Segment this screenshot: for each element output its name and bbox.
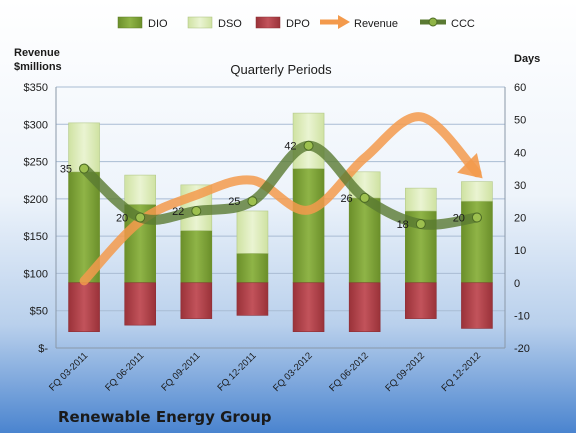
ccc-point[interactable] (247, 196, 258, 207)
right-axis: -20 -10 0 10 20 30 40 50 60 (514, 82, 530, 355)
chart-title: Quarterly Periods (230, 62, 332, 77)
left-tick-label: $350 (24, 82, 48, 94)
bar-dso[interactable] (124, 174, 156, 205)
ccc-line: 35 20 22 25 42 26 18 20 (60, 140, 482, 231)
bar-dpo[interactable] (292, 282, 325, 332)
ccc-point[interactable] (471, 212, 482, 223)
ccc-data-label: 25 (228, 196, 240, 208)
right-tick-label: 0 (514, 278, 520, 290)
bar-dpo[interactable] (68, 282, 100, 332)
legend-label-dio: DIO (148, 18, 168, 30)
left-axis-title-line1: Revenue (14, 47, 60, 59)
bar-dso[interactable] (236, 210, 269, 254)
bar-dpo[interactable] (348, 282, 381, 332)
right-tick-label: 50 (514, 115, 526, 127)
ccc-point[interactable] (415, 219, 426, 230)
arrow-icon (338, 15, 350, 29)
left-tick-label: $300 (24, 119, 48, 131)
bar-dpo[interactable] (180, 282, 213, 319)
legend: DIO DSO DPO Revenue CCC (117, 15, 475, 30)
left-tick-label: $- (38, 343, 48, 355)
left-axis: $- $50 $100 $150 $200 $250 $300 $350 (24, 82, 49, 355)
right-tick-label: 20 (514, 213, 526, 225)
revenue-arrowhead (457, 152, 483, 179)
legend-label-dso: DSO (218, 18, 242, 30)
company-name: Renewable Energy Group (58, 408, 272, 426)
right-axis-title: Days (514, 53, 540, 65)
bar-dio[interactable] (236, 253, 269, 284)
ccc-data-label: 20 (116, 213, 128, 225)
bar-dio[interactable] (348, 197, 381, 284)
bar-dpo[interactable] (236, 282, 269, 316)
ccc-data-label: 20 (453, 213, 465, 225)
ccc-point[interactable] (191, 205, 202, 216)
bar-dso[interactable] (461, 181, 493, 202)
bar-dpo[interactable] (461, 282, 493, 329)
legend-item-ccc[interactable]: CCC (420, 17, 475, 30)
legend-item-dso[interactable]: DSO (187, 16, 242, 30)
marker-icon (428, 17, 438, 27)
legend-label-revenue: Revenue (354, 18, 398, 30)
left-tick-label: $250 (24, 157, 48, 169)
left-tick-label: $200 (24, 194, 48, 206)
bar-dpo[interactable] (124, 282, 156, 326)
right-tick-label: -20 (514, 343, 530, 355)
legend-label-ccc: CCC (451, 18, 475, 30)
legend-item-dio[interactable]: DIO (117, 16, 168, 30)
right-tick-label: 60 (514, 82, 526, 94)
right-tick-label: -10 (514, 310, 530, 322)
bar-dso[interactable] (405, 187, 437, 212)
right-tick-label: 10 (514, 245, 526, 257)
ccc-point[interactable] (359, 192, 370, 203)
ccc-point[interactable] (303, 140, 314, 151)
left-tick-label: $100 (24, 268, 48, 280)
right-tick-label: 30 (514, 180, 526, 192)
bar-dpo[interactable] (405, 282, 437, 319)
left-tick-label: $150 (24, 231, 48, 243)
ccc-data-label: 26 (340, 193, 352, 205)
legend-label-dpo: DPO (286, 18, 310, 30)
bar-dio[interactable] (180, 230, 213, 284)
legend-item-dpo[interactable]: DPO (255, 16, 310, 30)
bar-dio[interactable] (292, 168, 325, 284)
ccc-point[interactable] (135, 212, 146, 223)
ccc-point[interactable] (79, 163, 90, 174)
ccc-data-label: 18 (397, 219, 409, 231)
ccc-data-label: 22 (172, 206, 184, 218)
bars (68, 112, 493, 332)
legend-item-revenue[interactable]: Revenue (320, 15, 398, 30)
left-axis-title-line2: $millions (14, 61, 62, 73)
right-tick-label: 40 (514, 147, 526, 159)
ccc-data-label: 35 (60, 164, 72, 176)
ccc-data-label: 42 (284, 141, 296, 153)
left-tick-label: $50 (30, 306, 48, 318)
